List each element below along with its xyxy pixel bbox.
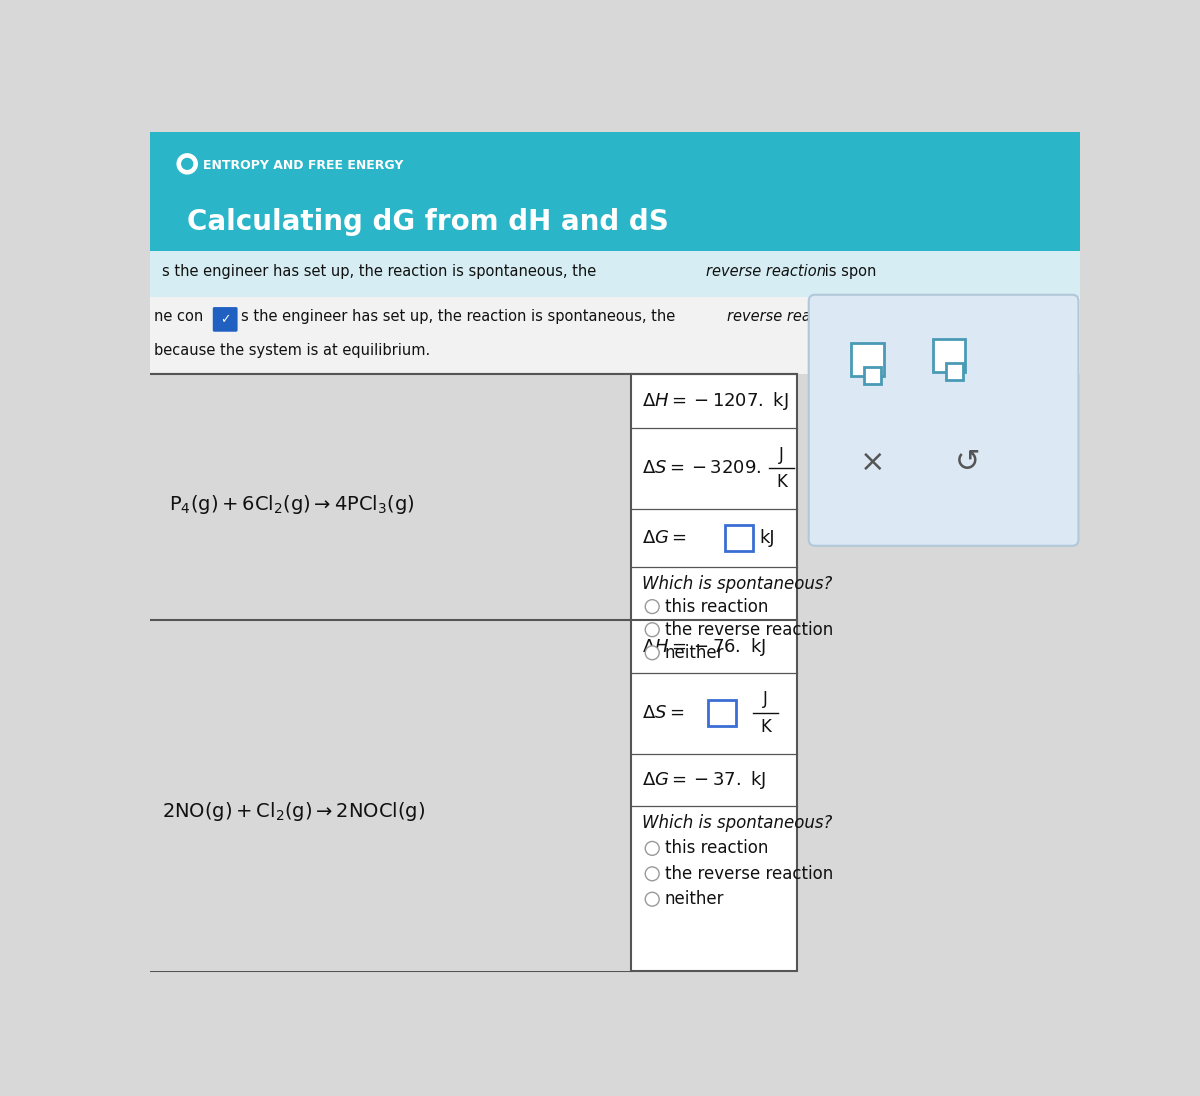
Text: this reaction: this reaction: [665, 597, 768, 616]
Text: ✓: ✓: [220, 312, 230, 326]
Text: ×: ×: [859, 448, 886, 477]
Text: $\mathrm{P_4(g) + 6Cl_2(g) \rightarrow 4PCl_3(g)}$: $\mathrm{P_4(g) + 6Cl_2(g) \rightarrow 4…: [169, 493, 415, 516]
Text: the reverse reaction: the reverse reaction: [665, 620, 833, 639]
Circle shape: [646, 842, 659, 855]
Text: because the system is at equilibrium.: because the system is at equilibrium.: [154, 343, 430, 358]
Circle shape: [181, 159, 193, 169]
Text: J: J: [779, 446, 784, 464]
Text: neither: neither: [665, 643, 724, 662]
Text: $\Delta G = $: $\Delta G = $: [642, 528, 688, 547]
Text: ↺: ↺: [955, 448, 980, 477]
FancyBboxPatch shape: [150, 132, 1080, 251]
FancyBboxPatch shape: [150, 374, 797, 971]
Text: $\Delta H = -76.\ \mathrm{kJ}$: $\Delta H = -76.\ \mathrm{kJ}$: [642, 636, 766, 658]
Text: $\Delta S = $: $\Delta S = $: [642, 705, 684, 722]
Circle shape: [646, 623, 659, 637]
Text: is spon: is spon: [841, 309, 898, 323]
FancyBboxPatch shape: [864, 367, 882, 384]
FancyBboxPatch shape: [212, 307, 238, 332]
FancyBboxPatch shape: [851, 343, 884, 376]
Circle shape: [178, 153, 197, 174]
FancyBboxPatch shape: [809, 295, 1079, 546]
Text: $\Delta S = -3209.\ $: $\Delta S = -3209.\ $: [642, 459, 762, 478]
Text: K: K: [776, 473, 787, 491]
Text: ENTROPY AND FREE ENERGY: ENTROPY AND FREE ENERGY: [203, 159, 403, 172]
Text: kJ: kJ: [760, 528, 775, 547]
FancyBboxPatch shape: [150, 297, 1080, 374]
Text: K: K: [760, 718, 770, 737]
Text: reverse reaction: reverse reaction: [727, 309, 847, 323]
FancyBboxPatch shape: [708, 700, 736, 727]
Text: s the engineer has set up, the reaction is spontaneous, the: s the engineer has set up, the reaction …: [162, 264, 600, 279]
Text: is spon: is spon: [821, 264, 877, 279]
Text: $\Delta H = -1207.\ \mathrm{kJ}$: $\Delta H = -1207.\ \mathrm{kJ}$: [642, 390, 788, 412]
Circle shape: [646, 600, 659, 614]
FancyBboxPatch shape: [725, 525, 752, 551]
Circle shape: [646, 892, 659, 906]
Text: ne con: ne con: [154, 309, 203, 323]
Text: $\mathrm{2NO(g) + Cl_2(g) \rightarrow 2NOCl(g)}$: $\mathrm{2NO(g) + Cl_2(g) \rightarrow 2N…: [162, 800, 425, 822]
Circle shape: [646, 867, 659, 881]
Text: neither: neither: [665, 890, 724, 909]
Text: s the engineer has set up, the reaction is spontaneous, the: s the engineer has set up, the reaction …: [241, 309, 676, 323]
Text: the reverse reaction: the reverse reaction: [665, 865, 833, 882]
FancyBboxPatch shape: [932, 340, 965, 372]
FancyBboxPatch shape: [150, 251, 1080, 297]
Text: $\Delta G = -37.\ \mathrm{kJ}$: $\Delta G = -37.\ \mathrm{kJ}$: [642, 769, 767, 791]
Text: Calculating dG from dH and dS: Calculating dG from dH and dS: [187, 208, 668, 237]
FancyBboxPatch shape: [946, 363, 962, 380]
FancyBboxPatch shape: [150, 374, 630, 971]
Text: Which is spontaneous?: Which is spontaneous?: [642, 574, 833, 593]
Text: this reaction: this reaction: [665, 840, 768, 857]
Text: reverse reaction: reverse reaction: [707, 264, 827, 279]
Text: Which is spontaneous?: Which is spontaneous?: [642, 814, 833, 832]
Circle shape: [646, 646, 659, 660]
Text: J: J: [763, 690, 768, 708]
